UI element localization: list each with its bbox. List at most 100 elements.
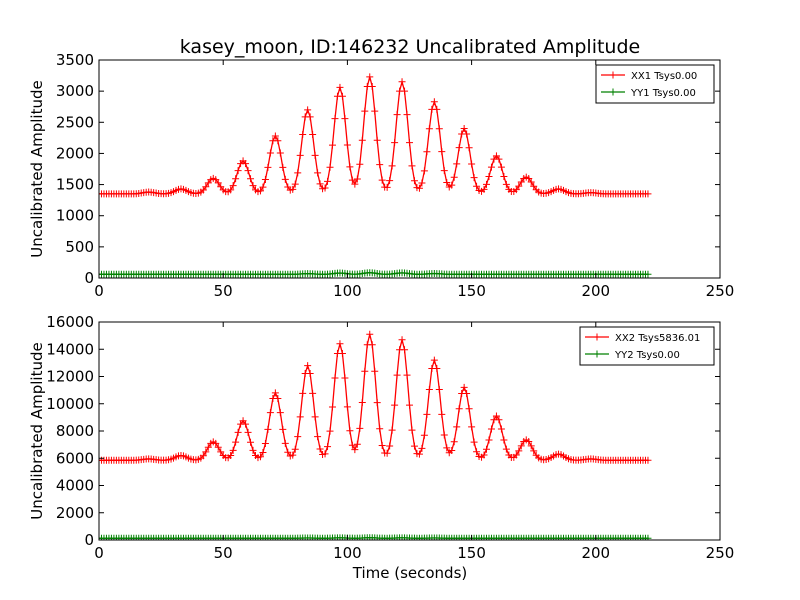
data-point bbox=[271, 132, 279, 140]
data-point bbox=[291, 180, 299, 188]
data-point bbox=[264, 163, 272, 171]
legend: XX1 Tsys0.00 YY1 Tsys0.00 bbox=[595, 64, 715, 104]
data-point bbox=[450, 173, 458, 181]
data-point bbox=[261, 439, 269, 447]
data-point bbox=[324, 443, 332, 451]
data-point bbox=[304, 362, 312, 370]
x-tick-label: 0 bbox=[94, 282, 104, 300]
data-point bbox=[266, 149, 274, 157]
data-point bbox=[473, 448, 481, 456]
data-point bbox=[401, 346, 409, 354]
legend-box bbox=[579, 326, 715, 366]
data-point bbox=[284, 448, 292, 456]
y-axis-label: Uncalibrated Amplitude bbox=[28, 80, 46, 257]
data-point bbox=[204, 443, 212, 451]
data-point bbox=[341, 374, 349, 382]
data-point bbox=[227, 452, 235, 460]
y-tick-label: 8000 bbox=[56, 422, 94, 440]
data-point bbox=[306, 369, 314, 377]
x-tick-label: 100 bbox=[333, 544, 362, 562]
data-point bbox=[497, 163, 505, 171]
data-point bbox=[415, 184, 423, 192]
bottom-plot: 0 50 100 150 200 250 0 2000 4000 6000 8000 10000 120… bbox=[28, 313, 734, 562]
data-point bbox=[249, 182, 257, 190]
y-axis-label: Uncalibrated Amplitude bbox=[28, 342, 46, 519]
data-point bbox=[361, 107, 369, 115]
data-point bbox=[644, 456, 652, 464]
x-tick-label: 50 bbox=[214, 544, 233, 562]
data-point bbox=[408, 426, 416, 434]
data-point bbox=[391, 401, 399, 409]
data-point bbox=[256, 453, 264, 461]
data-point bbox=[408, 162, 416, 170]
y-tick-label: 0 bbox=[84, 531, 94, 549]
x-tick-label: 150 bbox=[457, 544, 486, 562]
data-point bbox=[356, 160, 364, 168]
data-point bbox=[261, 175, 269, 183]
data-point bbox=[455, 405, 463, 413]
data-point bbox=[336, 340, 344, 348]
data-point bbox=[316, 445, 324, 453]
data-point bbox=[373, 136, 381, 144]
data-point bbox=[356, 424, 364, 432]
y-tick-label: 6000 bbox=[56, 449, 94, 467]
data-point bbox=[281, 439, 289, 447]
legend-marker bbox=[609, 88, 617, 96]
data-point bbox=[331, 115, 339, 123]
data-point bbox=[353, 440, 361, 448]
data-point bbox=[425, 125, 433, 133]
data-point bbox=[515, 182, 523, 190]
legend: XX2 Tsys5836.01 YY2 Tsys0.00 bbox=[579, 326, 715, 366]
y-tick-label: 1000 bbox=[56, 207, 94, 225]
x-axis-label: Time (seconds) bbox=[352, 564, 468, 582]
data-point bbox=[485, 173, 493, 181]
y-tick-label: 10000 bbox=[46, 395, 94, 413]
data-point bbox=[324, 177, 332, 185]
data-point bbox=[423, 148, 431, 156]
data-point bbox=[291, 445, 299, 453]
data-point bbox=[644, 190, 652, 198]
data-point bbox=[398, 336, 406, 344]
data-point bbox=[351, 180, 359, 188]
data-point bbox=[401, 87, 409, 95]
data-point bbox=[448, 447, 456, 455]
data-point bbox=[234, 428, 242, 436]
data-point bbox=[453, 423, 461, 431]
data-point bbox=[266, 409, 274, 417]
legend-marker bbox=[609, 71, 617, 79]
y-tick-label: 4000 bbox=[56, 477, 94, 495]
data-point bbox=[525, 174, 533, 182]
data-point bbox=[306, 113, 314, 121]
data-point bbox=[232, 438, 240, 446]
data-point bbox=[314, 433, 322, 441]
data-point bbox=[351, 446, 359, 454]
data-point bbox=[366, 73, 374, 81]
data-point bbox=[383, 449, 391, 457]
data-point bbox=[247, 175, 255, 183]
data-point bbox=[321, 184, 329, 192]
data-point bbox=[242, 420, 250, 428]
data-point bbox=[232, 175, 240, 183]
data-point bbox=[502, 445, 510, 453]
data-point bbox=[418, 179, 426, 187]
data-point bbox=[309, 389, 317, 397]
data-point bbox=[443, 444, 451, 452]
data-point bbox=[212, 439, 220, 447]
data-point bbox=[517, 442, 525, 450]
data-point bbox=[470, 174, 478, 182]
data-point bbox=[468, 423, 476, 431]
data-point bbox=[512, 451, 520, 459]
data-point bbox=[274, 394, 282, 402]
data-point bbox=[256, 187, 264, 195]
data-point bbox=[371, 107, 379, 115]
data-point bbox=[289, 451, 297, 459]
data-point bbox=[495, 155, 503, 163]
data-point bbox=[366, 330, 374, 338]
data-point bbox=[644, 534, 652, 540]
data-point bbox=[393, 111, 401, 119]
data-point bbox=[530, 447, 538, 455]
data-point bbox=[294, 433, 302, 441]
x-tick-label: 200 bbox=[581, 544, 610, 562]
data-point bbox=[294, 169, 302, 177]
data-point bbox=[321, 450, 329, 458]
